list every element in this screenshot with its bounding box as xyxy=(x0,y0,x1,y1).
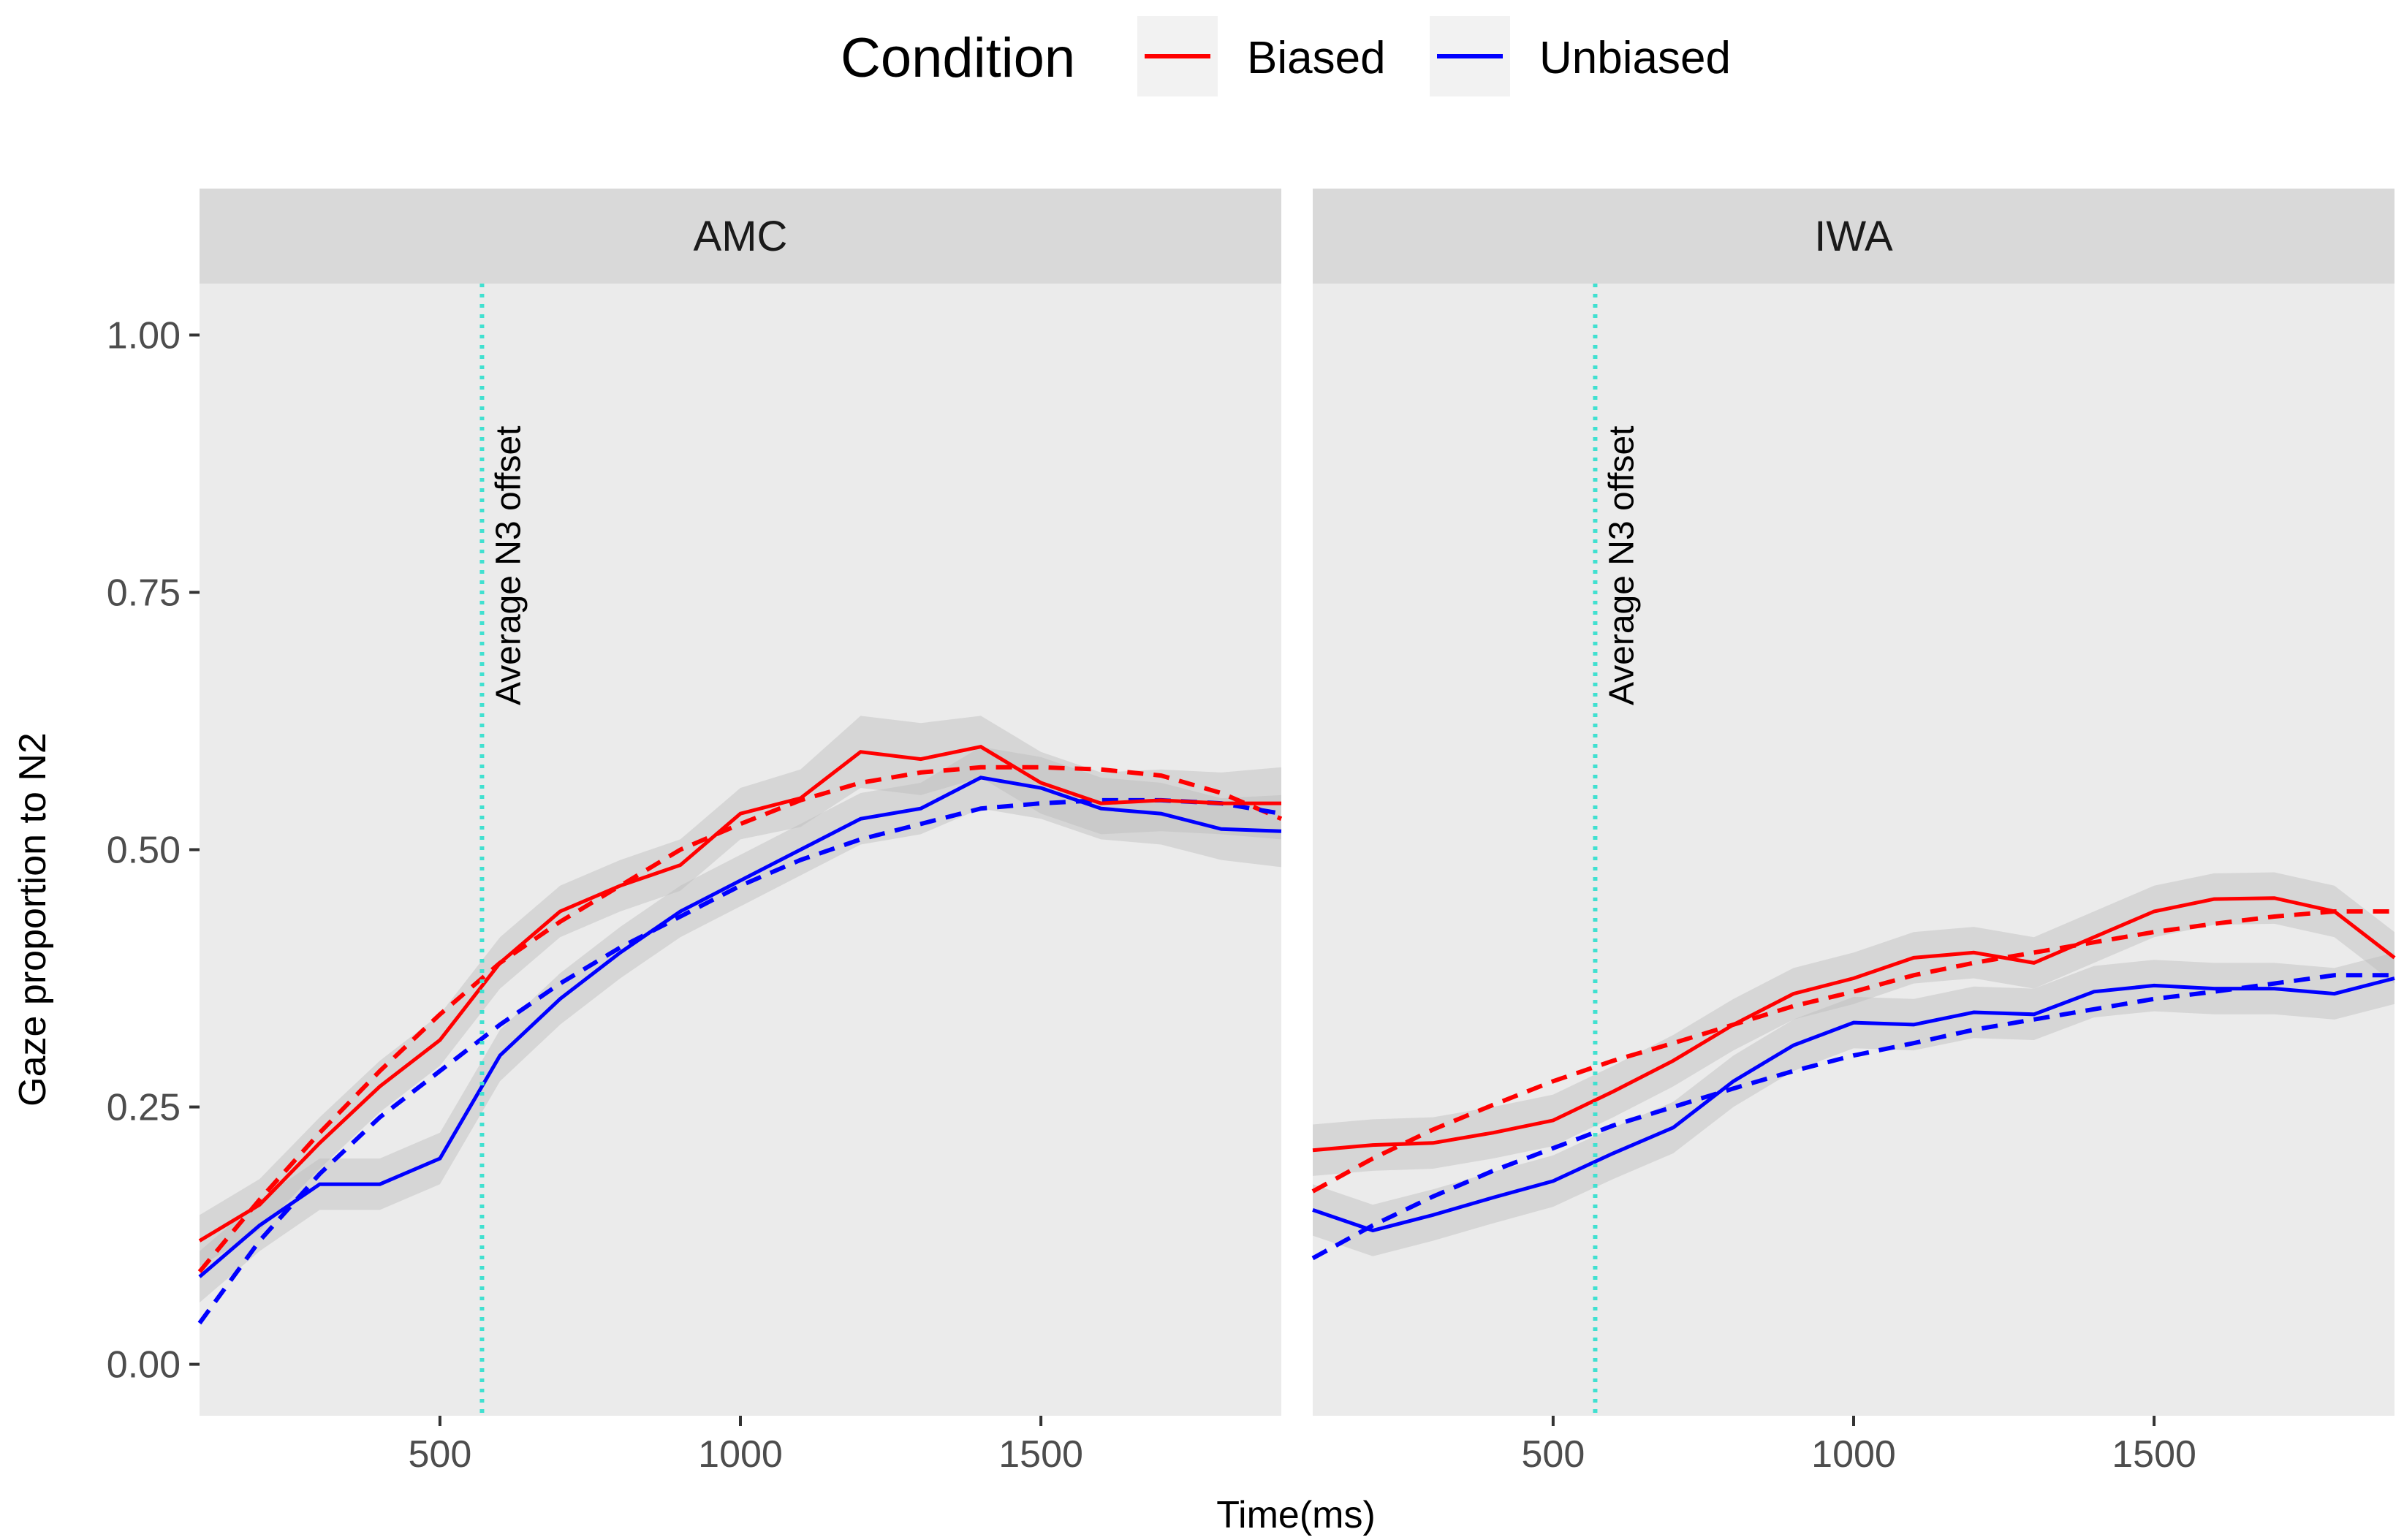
legend: Condition Biased Unbiased xyxy=(841,16,1731,96)
facet-panels: AMC 0.00 0.25 0.50 0.75 1.00 500 1000 1500 Averag… xyxy=(107,189,2396,1476)
y-tick-label: 0.25 xyxy=(107,1087,181,1129)
fitted-line-amc-biased xyxy=(197,765,1283,1273)
y-tick-label: 1.00 xyxy=(107,314,181,357)
fitted-line-iwa-unbiased xyxy=(1311,973,2394,1261)
y-tick-label: 0.50 xyxy=(107,830,181,872)
x-tick-label: 1000 xyxy=(698,1433,783,1476)
y-tick-label: 0.75 xyxy=(107,572,181,614)
legend-entry-biased: Biased xyxy=(1137,16,1386,96)
plot-area-amc xyxy=(200,284,1281,1416)
panel-iwa: IWA 500 1000 1500 Average N3 offset xyxy=(1311,189,2396,1476)
y-tick-label: 0.00 xyxy=(107,1344,181,1387)
observed-line-iwa-unbiased xyxy=(1312,976,2395,1233)
strip-iwa xyxy=(1313,189,2394,284)
legend-entry-unbiased: Unbiased xyxy=(1430,16,1731,96)
ribbon-iwa-unbiased xyxy=(1313,952,2394,1256)
legend-label-biased: Biased xyxy=(1247,33,1386,83)
x-tick-label: 500 xyxy=(1522,1433,1585,1476)
x-tick-label: 1000 xyxy=(1811,1433,1896,1476)
x-tick-label: 500 xyxy=(409,1433,472,1476)
legend-label-unbiased: Unbiased xyxy=(1539,33,1731,83)
observed-line-amc-unbiased xyxy=(198,775,1282,1278)
fitted-line-amc-unbiased xyxy=(197,797,1282,1325)
y-axis-title: Gaze proportion to N2 xyxy=(12,732,54,1107)
annotation-label-amc: Average N3 offset xyxy=(489,426,528,705)
x-tick-label: 1500 xyxy=(998,1433,1083,1476)
strip-label-amc: AMC xyxy=(694,213,788,260)
panel-amc: AMC 0.00 0.25 0.50 0.75 1.00 500 1000 1500 Averag… xyxy=(107,189,1283,1476)
x-tick-label: 1500 xyxy=(2112,1433,2196,1476)
observed-line-amc-biased xyxy=(198,745,1281,1243)
legend-title: Condition xyxy=(841,27,1075,89)
x-axis-title: Time(ms) xyxy=(1216,1494,1376,1536)
annotation-label-iwa: Average N3 offset xyxy=(1602,426,1641,705)
plot-area-iwa xyxy=(1313,284,2394,1416)
strip-label-iwa: IWA xyxy=(1814,213,1893,260)
observed-line-iwa-biased xyxy=(1312,896,2396,1153)
fitted-line-iwa-biased xyxy=(1311,909,2394,1194)
ribbon-amc-biased xyxy=(200,716,1281,1267)
strip-amc xyxy=(200,189,1281,284)
ribbon-iwa-biased xyxy=(1313,872,2394,1176)
